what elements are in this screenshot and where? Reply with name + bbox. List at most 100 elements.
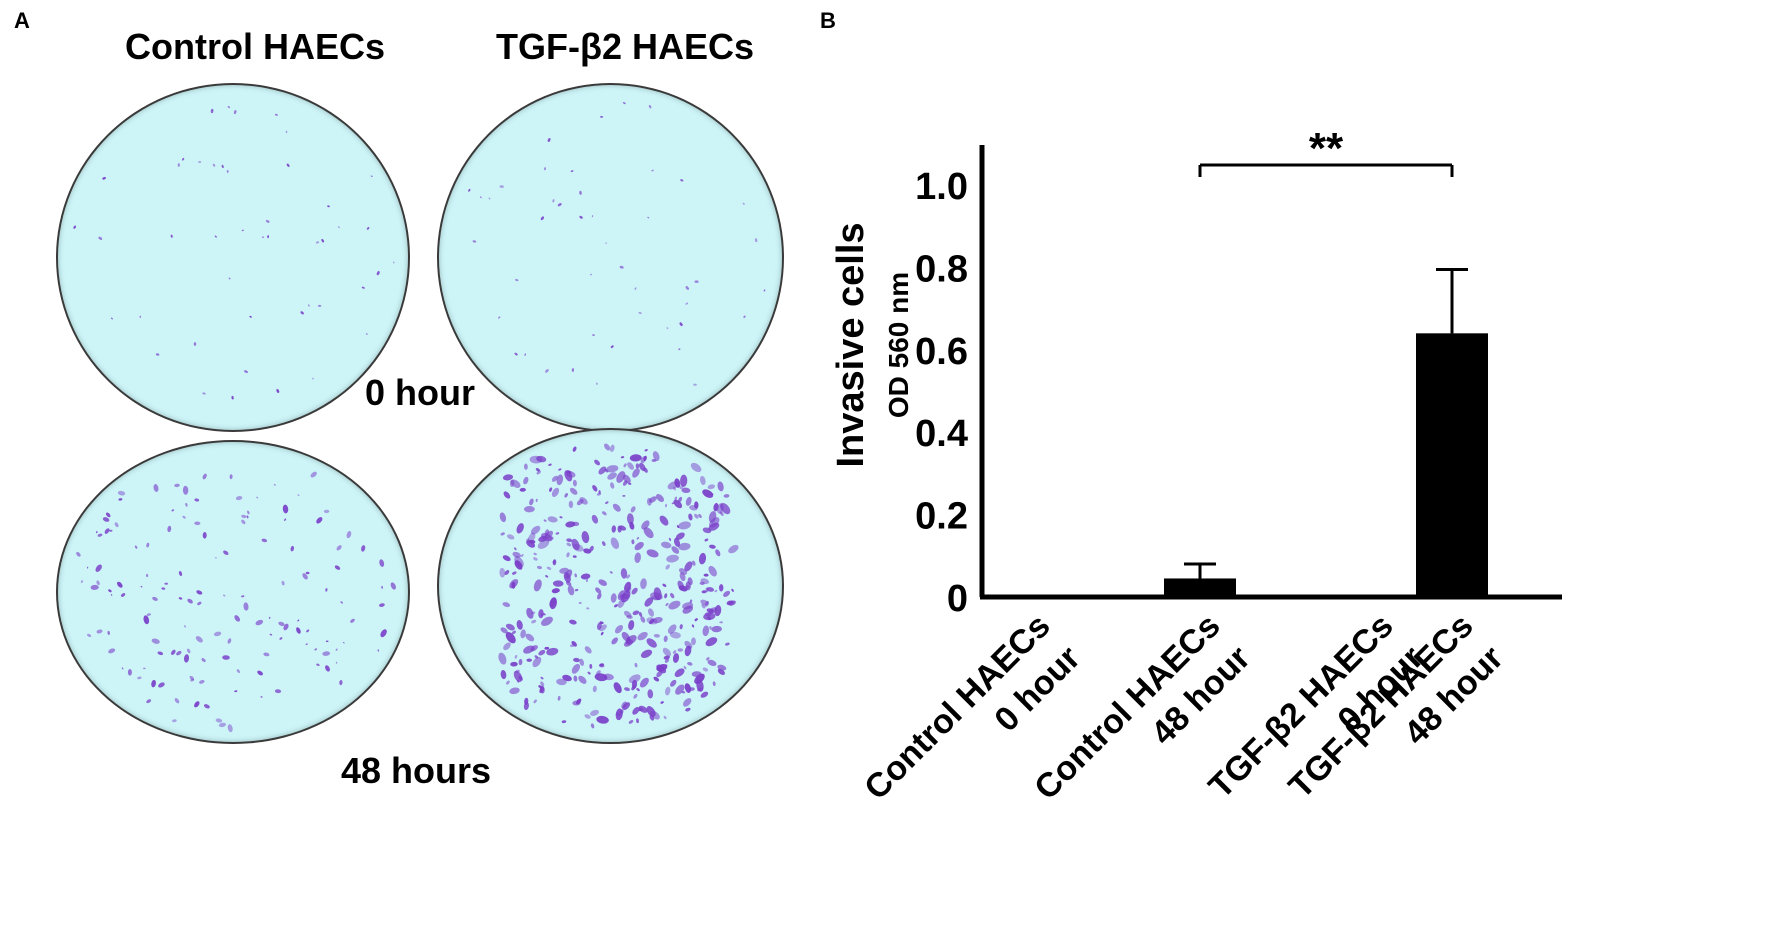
stained-cell (183, 654, 190, 663)
stained-cell (516, 620, 523, 630)
stained-cell (514, 654, 518, 659)
stained-cell (121, 667, 124, 670)
stained-cell (662, 647, 672, 657)
stained-cell (334, 565, 341, 570)
stained-cell (261, 236, 265, 238)
dish-tgf-48h-cells (498, 443, 739, 729)
stained-cell (530, 525, 541, 535)
stained-cell (713, 503, 719, 512)
stained-cell (510, 661, 518, 667)
stained-cell (228, 277, 231, 280)
stained-cell (663, 715, 667, 720)
stained-cell (647, 689, 654, 699)
stained-cell (278, 621, 285, 627)
stained-cell (671, 546, 680, 554)
stained-cell (73, 225, 76, 229)
stained-cell (107, 630, 110, 635)
stained-cell (506, 680, 510, 685)
stained-cell (380, 629, 387, 638)
stained-cell (596, 382, 598, 385)
stained-cell (586, 607, 590, 610)
stained-cell (706, 657, 710, 661)
stained-cell (601, 511, 607, 516)
stained-cell (525, 633, 535, 642)
stained-cell (170, 234, 173, 238)
stained-cell (578, 602, 582, 604)
stained-cell (694, 673, 705, 684)
stained-cell (305, 571, 310, 575)
stained-cell (717, 481, 724, 492)
stained-cell (226, 170, 229, 173)
stained-cell (600, 631, 604, 636)
stained-cell (691, 624, 695, 628)
stained-cell (623, 610, 632, 618)
stained-cell (630, 506, 636, 513)
stained-cell (488, 197, 491, 200)
stained-cell (243, 602, 249, 611)
stained-cell (526, 658, 532, 662)
stained-cell (615, 708, 623, 721)
stained-cell (547, 516, 558, 523)
stained-cell (157, 651, 164, 656)
stained-cell (636, 688, 640, 692)
stained-cell (335, 661, 338, 664)
stained-cell (310, 471, 317, 478)
stained-cell (618, 525, 627, 531)
stained-cell (708, 511, 717, 523)
stained-cell (694, 280, 699, 284)
y-axis-label-secondary: OD 560 nm (883, 272, 914, 418)
stained-cell (571, 663, 581, 674)
stained-cell (227, 105, 231, 109)
stained-cell (646, 638, 657, 648)
stained-cell (549, 487, 553, 492)
stained-cell (610, 537, 620, 549)
stained-cell (561, 720, 567, 724)
stained-cell (279, 637, 283, 640)
stained-cell (672, 653, 680, 663)
bar-2 (1164, 578, 1236, 597)
stained-cell (668, 537, 672, 542)
stained-cell (370, 175, 373, 177)
stained-cell (178, 597, 183, 600)
stained-cell (683, 666, 687, 670)
stained-cell (510, 479, 521, 488)
stained-cell (584, 646, 592, 654)
stained-cell (683, 698, 692, 707)
stained-cell (158, 682, 165, 688)
stained-cell (586, 579, 588, 583)
stained-cell (667, 481, 679, 490)
stained-cell (171, 649, 176, 655)
stained-cell (667, 624, 677, 634)
stained-cell (681, 487, 691, 494)
stained-cell (551, 487, 560, 497)
stained-cell (595, 587, 602, 594)
stained-cell (203, 704, 210, 709)
stained-cell (247, 510, 250, 515)
stained-cell (117, 581, 123, 588)
stained-cell (194, 521, 201, 526)
stained-cell (214, 557, 217, 559)
stained-cell (544, 646, 550, 650)
stained-cell (164, 582, 168, 585)
stained-cell (256, 496, 259, 499)
stained-cell (638, 462, 646, 472)
stained-cell (570, 170, 574, 172)
stained-cell (541, 616, 553, 627)
stained-cell (648, 104, 652, 109)
stained-cell (540, 676, 544, 680)
stained-cell (377, 649, 380, 652)
stained-cell (235, 496, 243, 501)
stained-cell (610, 593, 617, 603)
stained-cell (246, 515, 249, 519)
stained-cell (520, 554, 524, 557)
stained-cell (599, 621, 604, 625)
stained-cell (146, 573, 149, 578)
stained-cell (628, 674, 641, 684)
stained-cell (533, 552, 537, 556)
stained-cell (229, 474, 233, 480)
y-tick-label: 0.4 (915, 413, 968, 455)
stained-cell (681, 690, 686, 694)
stained-cell (143, 667, 146, 670)
stained-cell (628, 620, 635, 631)
stained-cell (647, 216, 650, 219)
